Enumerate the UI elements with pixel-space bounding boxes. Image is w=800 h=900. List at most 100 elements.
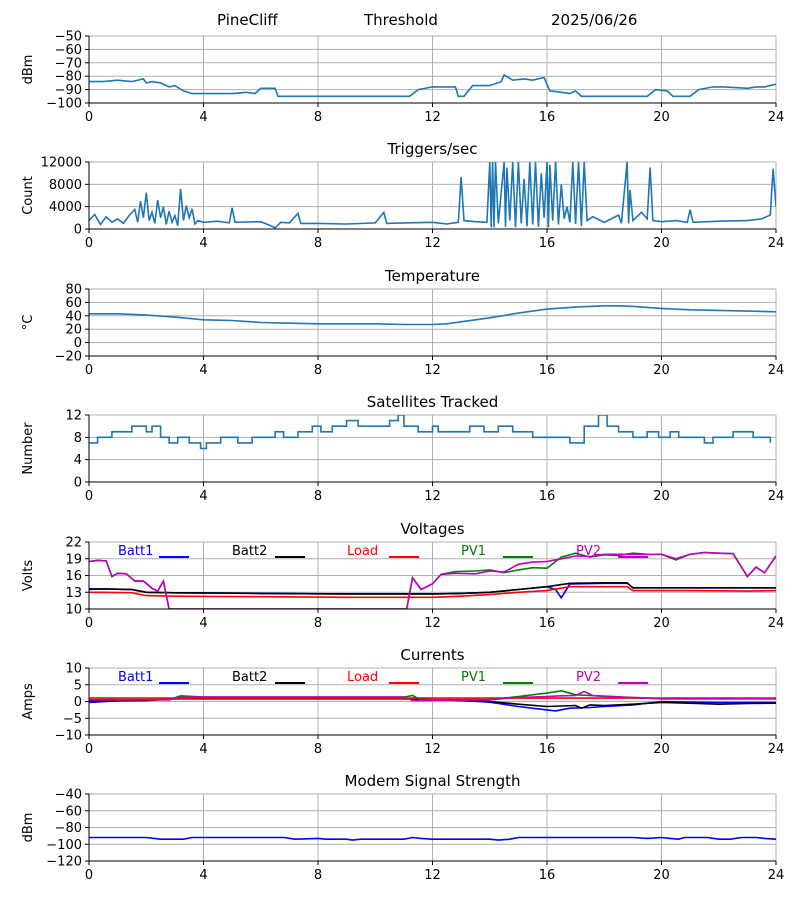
- y-axis-label: Volts: [21, 560, 36, 592]
- x-tick-label: 4: [199, 236, 207, 251]
- chart-panel-3: 0 4 8 12 16 20 24 0 4 8 12 Satellites Tracked Number: [21, 393, 784, 504]
- x-tick-label: 20: [653, 868, 670, 883]
- y-tick-label: 40: [65, 309, 82, 324]
- series-line-value: [89, 162, 776, 229]
- series-line-value: [89, 305, 776, 326]
- x-tick-label: 16: [539, 742, 556, 757]
- x-tick-label: 8: [314, 110, 322, 125]
- x-tick-label: 16: [539, 363, 556, 378]
- x-tick-label: 4: [199, 489, 207, 504]
- y-tick-label: −5: [63, 712, 82, 727]
- x-tick-label: 4: [199, 363, 207, 378]
- y-tick-label: 4000: [49, 200, 82, 215]
- y-axis-label: Amps: [21, 683, 36, 720]
- y-tick-label: 12: [65, 409, 82, 424]
- legend-label-load: Load: [347, 670, 378, 685]
- y-tick-label: 80: [65, 283, 82, 298]
- x-tick-label: 8: [314, 236, 322, 251]
- chart-title: Satellites Tracked: [367, 393, 498, 411]
- x-tick-label: 0: [85, 363, 93, 378]
- x-tick-label: 24: [768, 616, 785, 631]
- x-tick-label: 4: [199, 868, 207, 883]
- x-tick-label: 20: [653, 616, 670, 631]
- legend-label-load: Load: [347, 544, 378, 559]
- x-tick-label: 12: [424, 489, 441, 504]
- y-tick-label: 4: [74, 453, 82, 468]
- x-tick-label: 0: [85, 616, 93, 631]
- y-tick-label: −10: [55, 729, 82, 744]
- y-tick-label: −80: [55, 821, 82, 836]
- x-tick-label: 0: [85, 742, 93, 757]
- x-tick-label: 12: [424, 868, 441, 883]
- x-tick-label: 0: [85, 868, 93, 883]
- legend-label-pv1: PV1: [461, 670, 486, 685]
- y-tick-label: −90: [55, 83, 82, 98]
- y-tick-label: 22: [65, 536, 82, 551]
- date-label: 2025/06/26: [551, 11, 638, 29]
- y-axis-label: Number: [21, 422, 36, 475]
- y-tick-label: −60: [55, 804, 82, 819]
- y-axis-label: Count: [21, 176, 36, 215]
- x-tick-label: 0: [85, 489, 93, 504]
- chart-title: Triggers/sec: [387, 140, 478, 158]
- series-line-value: [89, 415, 772, 450]
- y-tick-label: −120: [46, 855, 82, 870]
- station-name: PineCliff: [217, 11, 278, 29]
- chart-title: Currents: [400, 646, 464, 664]
- x-tick-label: 24: [768, 363, 785, 378]
- x-tick-label: 0: [85, 110, 93, 125]
- x-tick-label: 12: [424, 363, 441, 378]
- series-line-pv2: [89, 690, 776, 702]
- chart-panel-1: 0 4 8 12 16 20 24 0 4000 8000 12000 Triggers/sec Cou…: [21, 140, 784, 251]
- x-tick-label: 4: [199, 616, 207, 631]
- y-tick-label: −50: [55, 30, 82, 45]
- x-tick-label: 20: [653, 489, 670, 504]
- y-tick-label: 10: [65, 603, 82, 618]
- x-tick-label: 16: [539, 868, 556, 883]
- y-tick-label: 0: [74, 476, 82, 491]
- y-tick-label: −100: [46, 838, 82, 853]
- y-tick-label: 16: [65, 569, 82, 584]
- x-tick-label: 20: [653, 742, 670, 757]
- y-tick-label: 19: [65, 552, 82, 567]
- series-line-load: [89, 585, 776, 599]
- x-tick-label: 8: [314, 489, 322, 504]
- x-tick-label: 8: [314, 363, 322, 378]
- y-tick-label: 10: [65, 662, 82, 677]
- chart-title: Voltages: [400, 520, 464, 538]
- legend-label-batt1: Batt1: [118, 670, 153, 685]
- x-tick-label: 24: [768, 868, 785, 883]
- x-tick-label: 24: [768, 489, 785, 504]
- legend-label-batt1: Batt1: [118, 544, 153, 559]
- x-tick-label: 16: [539, 236, 556, 251]
- y-tick-label: 8: [74, 431, 82, 446]
- series-line-batt2: [89, 582, 776, 595]
- x-tick-label: 24: [768, 110, 785, 125]
- y-tick-label: 12000: [41, 156, 82, 171]
- mode-label: Threshold: [364, 11, 438, 29]
- y-axis-label: °C: [21, 315, 36, 331]
- y-tick-label: 0: [74, 695, 82, 710]
- chart-panel-0: 0 4 8 12 16 20 24 −50−60−70−80−90−100 dBm: [21, 30, 784, 126]
- y-tick-label: −40: [55, 788, 82, 803]
- x-tick-label: 24: [768, 742, 785, 757]
- x-tick-label: 12: [424, 742, 441, 757]
- y-tick-label: 13: [65, 586, 82, 601]
- y-tick-label: −60: [55, 43, 82, 58]
- x-tick-label: 20: [653, 363, 670, 378]
- chart-title: Modem Signal Strength: [345, 772, 521, 790]
- legend-label-pv2: PV2: [576, 544, 601, 559]
- y-tick-label: 8000: [49, 178, 82, 193]
- x-tick-label: 24: [768, 236, 785, 251]
- y-tick-label: 60: [65, 296, 82, 311]
- y-axis-label: dBm: [21, 813, 36, 843]
- y-axis-label: dBm: [21, 55, 36, 85]
- x-tick-label: 16: [539, 110, 556, 125]
- x-tick-label: 8: [314, 868, 322, 883]
- y-tick-label: −80: [55, 70, 82, 85]
- series-line-value: [89, 836, 776, 841]
- y-tick-label: 0: [74, 223, 82, 238]
